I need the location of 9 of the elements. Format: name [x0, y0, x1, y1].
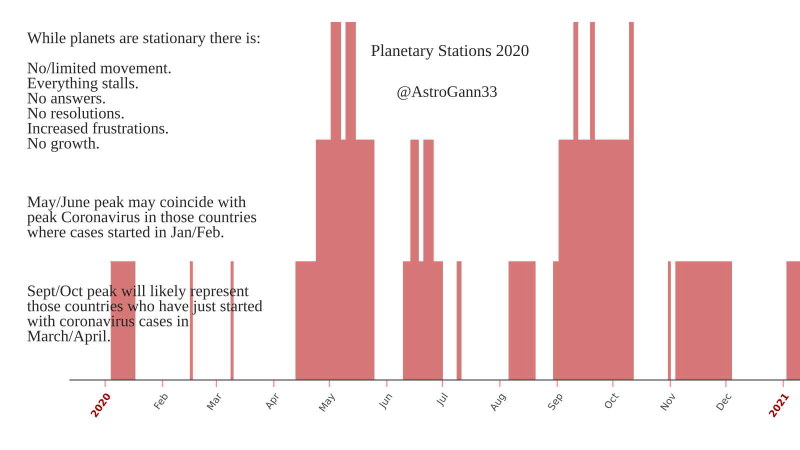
text: Planetary Stations 2020 — [371, 44, 529, 60]
annotation: @AstroGann33 — [397, 86, 497, 100]
x-tick-label: Oct — [604, 392, 619, 410]
annotation: May/June peak may coincide with peak Coronavirus in those countries where cases started in Jan/Feb. — [27, 196, 256, 238]
x-tick-label: Sep — [547, 392, 565, 412]
x-tick-label: Jun — [378, 392, 394, 410]
x-tick-label: Jul — [435, 392, 450, 408]
x-tick-label: Feb — [153, 392, 168, 410]
annotation: While planets are stationary there is: No/limited movement. Everything stalls. No answers. No resolutions. Increased frustrations. No growth. — [27, 32, 260, 152]
